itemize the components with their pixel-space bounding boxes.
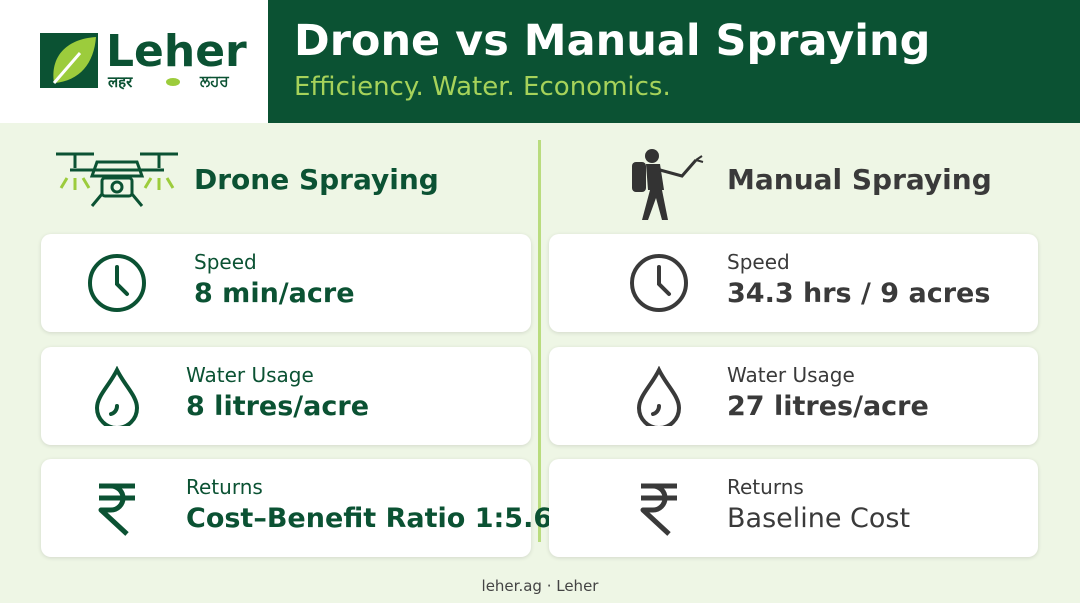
- icon-shape: [88, 254, 146, 312]
- footer: leher.ag · Leher: [481, 577, 599, 595]
- icon-shape: [59, 177, 175, 190]
- icon-shape: [640, 483, 677, 536]
- metric-card: Speed 34.3 hrs / 9 acres: [549, 234, 1038, 332]
- logo-name: Leher: [106, 26, 247, 77]
- logo-script: लहर: [108, 73, 133, 91]
- icon-shape: [632, 162, 646, 192]
- subtitle: Efficiency. Water. Economics.: [294, 72, 671, 102]
- metric-value: 34.3 hrs / 9 acres: [727, 278, 991, 309]
- logo-box: Leher लहर ਲਹਰ: [0, 0, 268, 123]
- header: Drone vs Manual Spraying Efficiency. Wat…: [268, 0, 1080, 123]
- icon-shape: [100, 176, 134, 198]
- column-heading: Manual Spraying: [727, 163, 992, 196]
- icon-shape: [109, 404, 119, 416]
- column-heading: Drone Spraying: [194, 163, 439, 196]
- icon-shape: [90, 193, 144, 207]
- icon-shape: [94, 366, 140, 426]
- metric-label: Water Usage: [186, 363, 314, 387]
- icon-shape: [646, 164, 664, 190]
- metric-icon: [88, 254, 146, 312]
- icon-shape: [630, 254, 688, 312]
- metric-label: Speed: [727, 250, 790, 274]
- metric-label: Water Usage: [727, 363, 855, 387]
- logo-leaf: [40, 33, 98, 88]
- icon-shape: [651, 404, 661, 416]
- metric-label: Speed: [194, 250, 257, 274]
- icon-shape: [52, 52, 82, 84]
- icon-shape: [70, 160, 164, 178]
- metric-value: Baseline Cost: [727, 503, 911, 534]
- metric-card: Speed 8 min/acre: [41, 234, 531, 332]
- icon-shape: [110, 180, 124, 194]
- metric-card: Water Usage 27 litres/acre: [549, 347, 1038, 445]
- logo-script: ਲਹਰ: [200, 72, 229, 90]
- icon-shape: [645, 149, 659, 163]
- metric-card: Water Usage 8 litres/acre: [41, 347, 531, 445]
- metric-value: 8 min/acre: [194, 278, 355, 309]
- logo-dot: [166, 78, 180, 86]
- icon-shape: [657, 265, 671, 296]
- metric-label: Returns: [727, 475, 804, 499]
- divider: [538, 140, 541, 542]
- metric-icon: [636, 366, 682, 426]
- metric-icon: [98, 483, 135, 536]
- metric-card: Returns Cost–Benefit Ratio 1:5.63: [41, 459, 571, 557]
- metric-value: Cost–Benefit Ratio 1:5.63: [186, 503, 571, 534]
- icon-shape: [636, 366, 682, 426]
- title: Drone vs Manual Spraying: [294, 16, 931, 66]
- metric-icon: [94, 366, 140, 426]
- metric-icon: [630, 254, 688, 312]
- metric-icon: [640, 483, 677, 536]
- icon-shape: [98, 483, 135, 536]
- metric-card: Returns Baseline Cost: [549, 459, 1038, 557]
- icon-shape: [659, 159, 698, 178]
- icon-shape: [642, 190, 668, 220]
- metric-value: 27 litres/acre: [727, 391, 929, 422]
- metric-value: 8 litres/acre: [186, 391, 370, 422]
- drone-icon: [56, 152, 178, 207]
- metric-label: Returns: [186, 475, 263, 499]
- icon-shape: [695, 155, 704, 163]
- icon-shape: [115, 265, 129, 296]
- sprayer-icon: [632, 149, 704, 220]
